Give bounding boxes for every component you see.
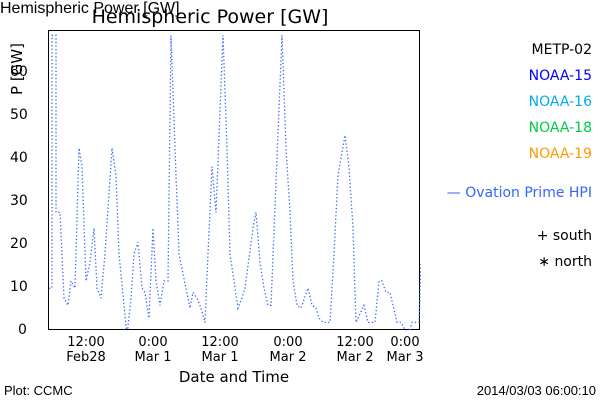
ytick-10: 10: [10, 279, 28, 295]
data-line-chart: [49, 31, 421, 331]
ytick-0: 0: [18, 322, 27, 338]
legend-north-marker: ∗ north: [538, 254, 592, 270]
legend-item-noaa19: NOAA-19: [529, 146, 592, 162]
ytick-20: 20: [10, 236, 28, 252]
chart-plot-area: [48, 30, 420, 330]
xtick-3: 0:00 Mar 2: [253, 335, 323, 365]
xtick-2: 12:00 Mar 1: [185, 335, 255, 365]
xtick-5: 0:00 Mar 3: [370, 335, 440, 365]
legend-item-noaa16: NOAA-16: [529, 94, 592, 110]
legend-item-metp02: METP-02: [532, 42, 592, 58]
xtick-1: 0:00 Mar 1: [118, 335, 188, 365]
footer-left-label: Plot: CCMC: [4, 383, 73, 398]
xtick-0: 12:00 Feb28: [51, 335, 121, 365]
ovation-prime-hpi-series: [49, 35, 421, 331]
legend-item-noaa15: NOAA-15: [529, 68, 592, 84]
legend-item-noaa18: NOAA-18: [529, 120, 592, 136]
x-axis-label: Date and Time: [48, 368, 420, 386]
ytick-50: 50: [10, 107, 28, 123]
chart-title: Hemispheric Power [GW]: [0, 6, 420, 28]
legend-ovation-dash: — Ovation Prime HPI: [447, 185, 592, 201]
footer-right-label: 2014/03/03 06:00:10: [477, 383, 596, 398]
ytick-40: 40: [10, 150, 28, 166]
y-axis-label: P [GW]: [8, 43, 26, 95]
ytick-30: 30: [10, 193, 28, 209]
star-icon: ∗: [538, 254, 550, 270]
plus-icon: +: [537, 228, 549, 244]
legend-south-marker: + south: [537, 228, 592, 244]
